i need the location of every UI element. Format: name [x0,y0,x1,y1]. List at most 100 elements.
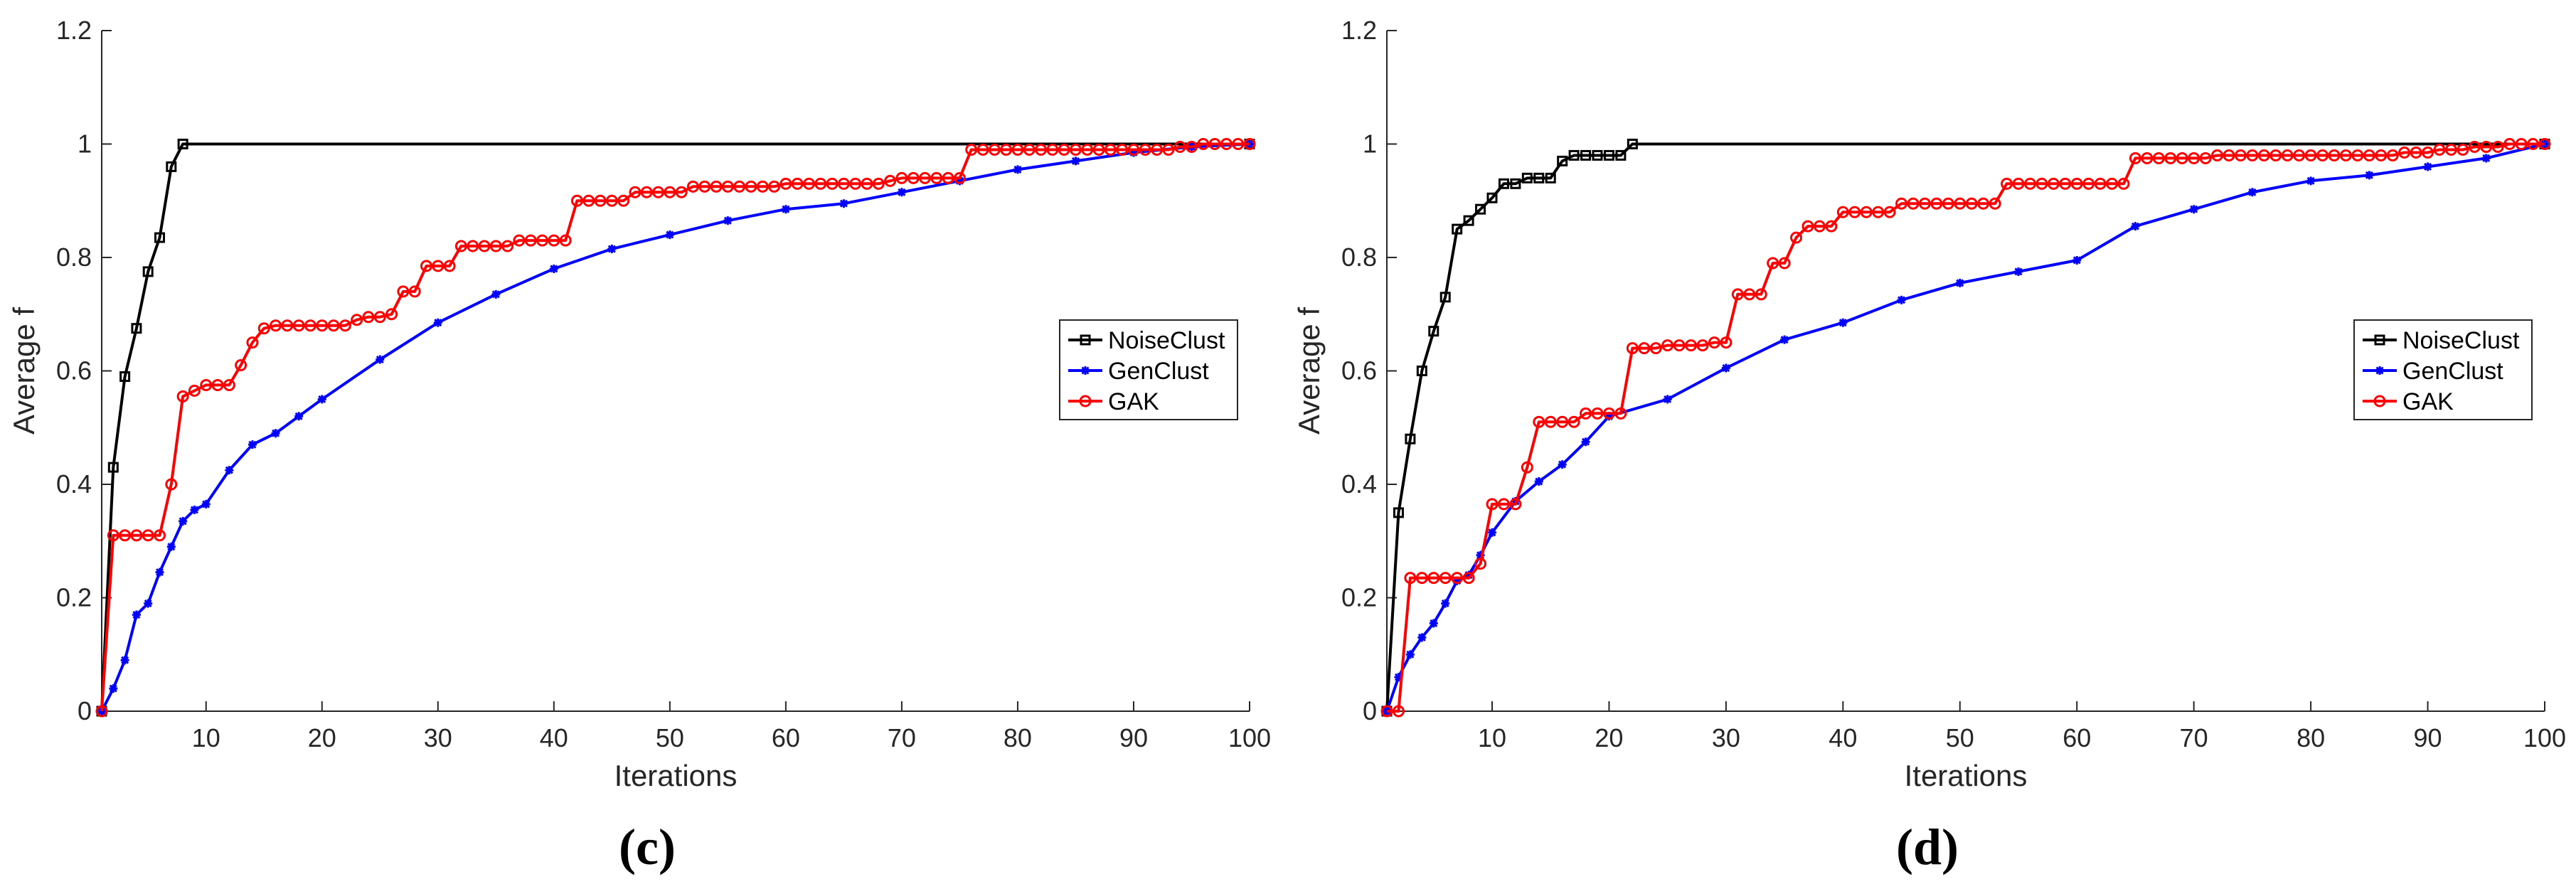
data-point [200,378,213,391]
series-line [100,142,1250,712]
data-point [2433,143,2446,156]
data-point [2082,177,2095,190]
series-line [100,142,1250,712]
y-tick-label: 1 [1363,129,1377,159]
data-point [2164,151,2177,164]
data-point [698,180,711,193]
chart-panel-c: 10 20 30 40 50 60 70 80 90 100 0 0.2 0.4 0.6 0.8 1 1.2 It… [7,16,1271,875]
data-point [1895,197,1908,210]
data-point [2072,255,2082,265]
data-point [1013,165,1022,174]
data-point [2316,149,2329,161]
data-point [1185,140,1198,153]
data-point [1767,257,1779,270]
data-point [2023,177,2036,190]
data-point [1475,203,1486,215]
data-point [2444,143,2457,156]
data-point [907,171,920,184]
data-point [549,264,558,273]
data-point [1568,415,1580,428]
data-point [176,390,189,403]
data-point [1685,339,1698,352]
x-tick-label: 30 [1712,723,1740,752]
data-point [154,529,166,542]
data-point [1778,257,1791,270]
data-point [385,308,398,321]
data-point [132,610,141,619]
data-point [1581,437,1590,447]
data-point [1208,138,1221,150]
legend: NoiseClust GenClust GAK [2353,319,2533,420]
data-point [1243,138,1256,150]
data-point [2293,149,2306,161]
data-point [376,355,385,364]
data-point [1955,278,1964,287]
data-point [142,266,154,277]
data-point [2014,267,2023,276]
data-point [1405,433,1416,445]
data-point [1592,149,1603,161]
data-point [1860,206,1873,218]
legend-swatch-marker [1079,395,1092,408]
data-point [2480,140,2493,153]
data-point [1965,197,1978,210]
x-tick-label: 90 [2414,723,2442,752]
series-genclust [97,139,1254,715]
data-point [1451,572,1464,585]
data-point [1603,149,1614,161]
legend-entry-noiseclust: NoiseClust [1108,327,1225,354]
data-point [2503,138,2516,150]
data-point [1000,143,1013,156]
data-point [1580,407,1592,420]
data-point [166,542,176,551]
data-point [524,234,537,247]
data-point [420,260,432,272]
data-point [1731,288,1744,301]
legend-swatch-marker [1080,334,1091,346]
chart-panel-d: 10 20 30 40 50 60 70 80 90 100 0 0.2 0.4 0.6 0.8 1 1.2 It… [1292,16,2566,875]
data-point [1498,178,1509,189]
x-tick-label: 60 [772,723,800,752]
data-point [1534,477,1543,486]
data-point [2257,149,2270,161]
y-tick-label: 0.2 [56,583,92,612]
data-point [2328,149,2341,161]
data-point [1696,339,1709,352]
data-point [1663,395,1672,404]
legend-swatch-marker [1081,366,1090,375]
x-tick-label: 60 [2063,723,2091,752]
data-point [1452,576,1462,585]
data-point [2304,149,2317,161]
data-point [2375,149,2388,161]
data-point [2070,177,2083,190]
data-point [1464,570,1474,580]
data-point [1488,528,1496,537]
data-point [1557,155,1568,166]
x-tick-label: 40 [1829,723,1857,752]
data-point [1486,192,1498,203]
data-point [1429,619,1438,628]
data-point [548,234,560,247]
data-point [188,384,201,397]
x-tick-label: 10 [192,723,220,752]
y-tick-label: 1.2 [56,16,92,45]
x-tick-label: 80 [1004,723,1032,752]
data-point [1780,335,1789,344]
data-point [351,314,363,326]
data-point [489,240,502,252]
data-point [190,505,199,514]
data-point [1638,342,1651,355]
data-point [1104,143,1117,156]
data-point [1883,206,1896,218]
y-tick-label: 1.2 [1341,16,1377,45]
data-point [965,143,978,156]
data-point [2398,146,2411,159]
data-point [478,240,491,252]
data-point [884,174,897,187]
data-point [155,568,164,577]
data-point [1127,143,1140,156]
data-point [837,177,850,190]
data-point [120,656,129,665]
data-point [501,240,514,252]
